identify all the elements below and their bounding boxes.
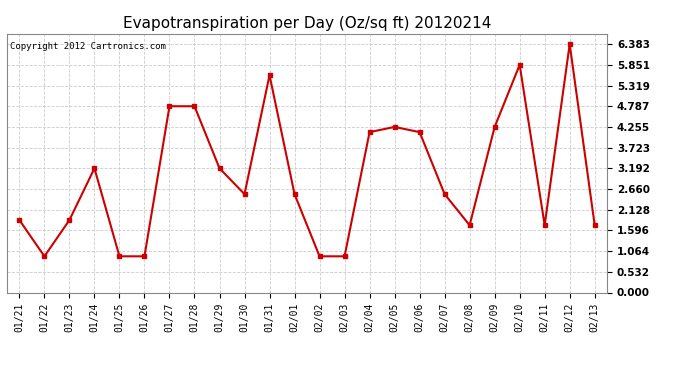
- Title: Evapotranspiration per Day (Oz/sq ft) 20120214: Evapotranspiration per Day (Oz/sq ft) 20…: [123, 16, 491, 31]
- Text: Copyright 2012 Cartronics.com: Copyright 2012 Cartronics.com: [10, 42, 166, 51]
